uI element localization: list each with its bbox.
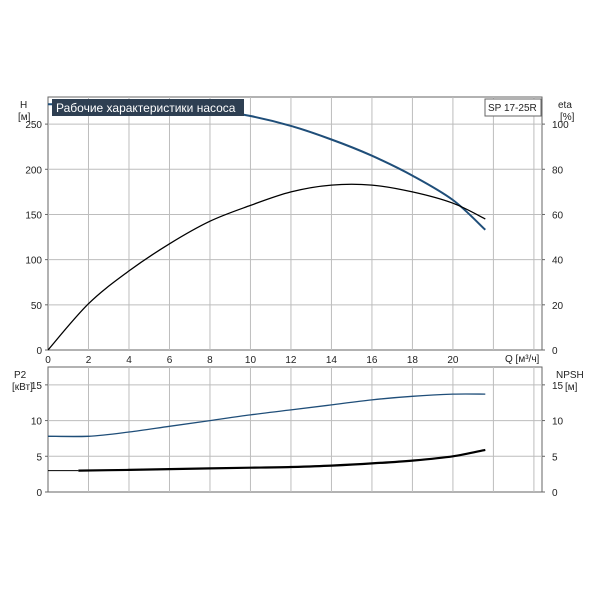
lower-right-tick-label: 15 — [552, 381, 564, 392]
upper-right-tick-label: 80 — [552, 165, 564, 176]
lower-tick-labels: 0 5 10 15 0 5 10 15 — [31, 381, 564, 499]
upper-x-tick-label: 14 — [326, 355, 338, 366]
lower-plot-frame — [47, 366, 543, 493]
lower-right-tick-label: 10 — [552, 417, 564, 428]
left-axis-unit: [м] — [18, 112, 31, 123]
lower-left-tick-label: 0 — [36, 488, 42, 499]
upper-right-tick-label: 20 — [552, 301, 564, 312]
upper-left-tick-label: 0 — [36, 346, 42, 357]
lower-curves — [47, 393, 486, 472]
upper-x-tick-label: 20 — [447, 355, 459, 366]
lower-left-axis-unit: [кВт] — [12, 382, 33, 393]
lower-left-axis-name: P2 — [14, 370, 27, 381]
upper-x-tick-label: 0 — [45, 355, 51, 366]
upper-left-tick-label: 150 — [25, 210, 42, 221]
lower-chart-panel: 0 5 10 15 0 5 10 15 P2 [кВт] NPSH [м] — [12, 366, 584, 499]
lower-left-tick-label: 10 — [31, 417, 43, 428]
upper-x-tick-label: 6 — [167, 355, 173, 366]
x-axis-label: Q [м³/ч] — [505, 354, 540, 365]
upper-left-tick-label: 250 — [25, 120, 42, 131]
upper-x-tick-label: 10 — [245, 355, 257, 366]
upper-x-tick-label: 4 — [126, 355, 132, 366]
upper-chart-panel: 0 50 100 150 200 250 0 20 40 60 80 100 0 2 4 6 8 10 12 14 16… — [18, 96, 575, 366]
lower-right-tick-label: 0 — [552, 488, 558, 499]
right-axis-name: eta — [558, 100, 572, 111]
upper-plot-frame — [47, 96, 543, 351]
upper-grid — [48, 97, 542, 350]
model-label: SP 17-25R — [488, 103, 537, 114]
lower-right-axis-unit: [м] — [565, 382, 578, 393]
lower-right-tick-label: 5 — [552, 452, 558, 463]
lower-series-0-line — [47, 393, 486, 438]
upper-x-tick-label: 8 — [207, 355, 213, 366]
lower-series-1-line — [78, 448, 486, 472]
upper-right-tick-label: 100 — [552, 120, 569, 131]
upper-left-tick-label: 100 — [25, 256, 42, 267]
lower-left-tick-label: 15 — [31, 381, 43, 392]
model-label-box — [484, 98, 542, 117]
right-axis-unit: [%] — [560, 112, 575, 123]
lower-right-axis-name: NPSH — [556, 370, 584, 381]
upper-x-tick-label: 18 — [407, 355, 419, 366]
chart-title: Рабочие характеристики насоса — [56, 101, 236, 115]
upper-right-tick-label: 60 — [552, 210, 564, 221]
upper-tick-labels: 0 50 100 150 200 250 0 20 40 60 80 100 0 2 4 6 8 10 12 14 16… — [25, 120, 569, 366]
upper-right-tick-label: 40 — [552, 256, 564, 267]
upper-x-tick-label: 16 — [366, 355, 378, 366]
upper-x-tick-label: 2 — [86, 355, 92, 366]
upper-left-tick-label: 50 — [31, 301, 43, 312]
upper-series-1-line — [47, 183, 486, 351]
upper-x-tick-label: 12 — [285, 355, 297, 366]
upper-left-tick-label: 200 — [25, 165, 42, 176]
lower-left-tick-label: 5 — [36, 452, 42, 463]
lower-grid — [48, 367, 542, 492]
left-axis-name: H — [20, 100, 27, 111]
upper-right-tick-label: 0 — [552, 346, 558, 357]
title-background — [52, 99, 244, 116]
